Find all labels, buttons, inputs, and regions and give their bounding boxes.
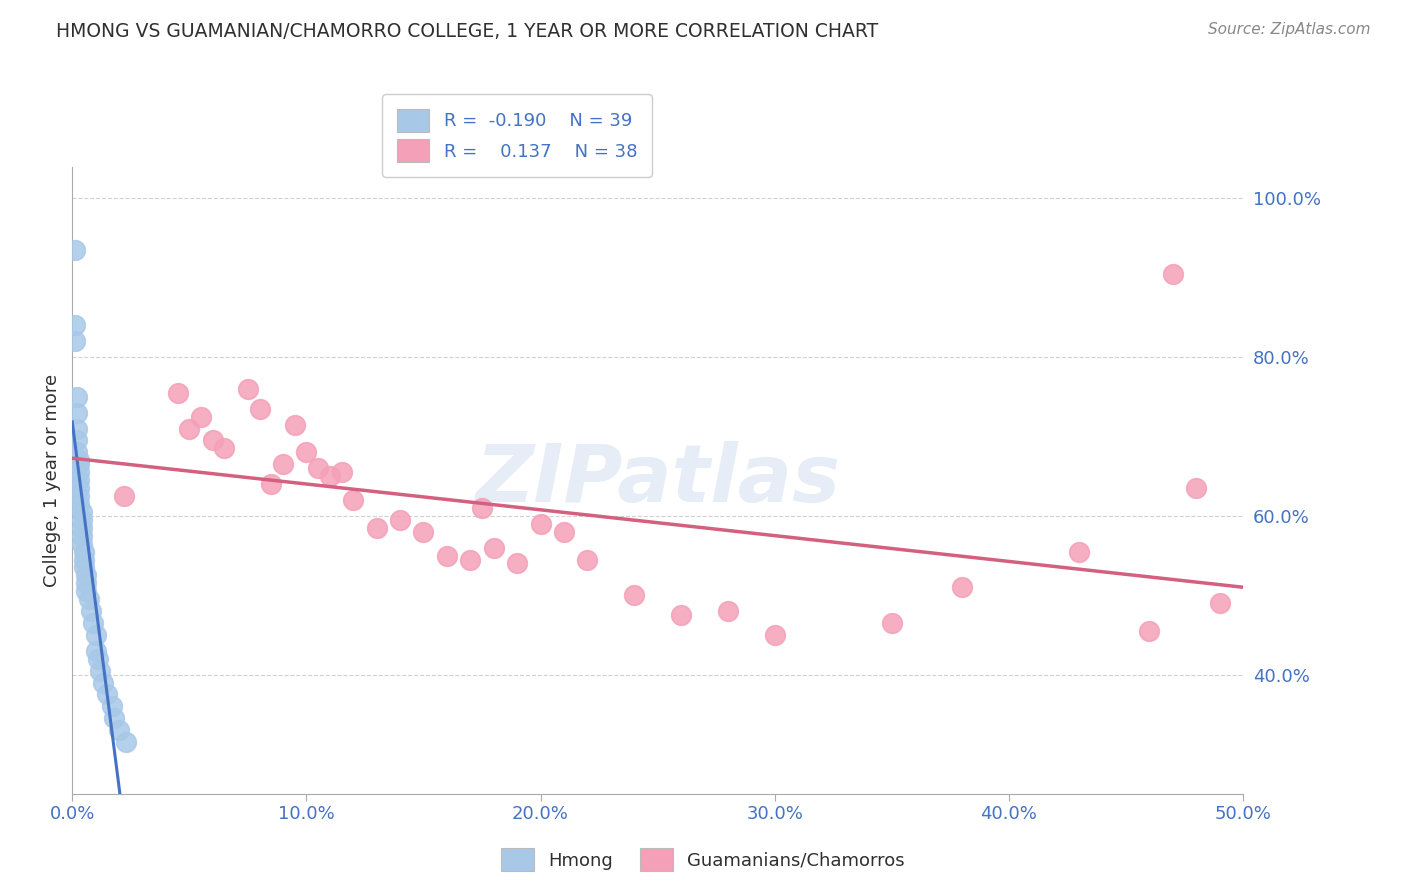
Point	[70, 505, 93, 519]
Point	[482, 541, 505, 555]
Point	[87, 651, 110, 665]
Point	[80, 604, 103, 618]
Point	[271, 457, 294, 471]
Point	[880, 615, 903, 630]
Point	[763, 628, 786, 642]
Point	[108, 723, 131, 738]
Point	[179, 421, 201, 435]
Legend: Hmong, Guamanians/Chamorros: Hmong, Guamanians/Chamorros	[494, 841, 912, 879]
Point	[66, 421, 89, 435]
Point	[73, 552, 96, 566]
Point	[63, 318, 86, 333]
Point	[1208, 596, 1230, 610]
Point	[63, 243, 86, 257]
Point	[70, 513, 93, 527]
Point	[89, 664, 111, 678]
Point	[295, 445, 318, 459]
Point	[307, 461, 329, 475]
Point	[67, 473, 90, 487]
Point	[101, 699, 124, 714]
Point	[553, 524, 575, 539]
Point	[436, 549, 458, 563]
Legend: R =  -0.190    N = 39, R =    0.137    N = 38: R = -0.190 N = 39, R = 0.137 N = 38	[382, 95, 652, 177]
Point	[284, 417, 307, 432]
Point	[63, 334, 86, 349]
Point	[190, 409, 212, 424]
Point	[201, 434, 224, 448]
Point	[96, 688, 118, 702]
Point	[67, 489, 90, 503]
Point	[330, 465, 353, 479]
Point	[91, 675, 114, 690]
Point	[471, 500, 494, 515]
Point	[529, 516, 551, 531]
Point	[506, 557, 529, 571]
Point	[458, 552, 481, 566]
Point	[236, 382, 259, 396]
Point	[669, 608, 692, 623]
Point	[166, 385, 188, 400]
Point	[70, 529, 93, 543]
Point	[67, 457, 90, 471]
Point	[319, 469, 342, 483]
Point	[70, 536, 93, 550]
Point	[66, 406, 89, 420]
Point	[66, 390, 89, 404]
Point	[67, 465, 90, 479]
Point	[1067, 544, 1090, 558]
Y-axis label: College, 1 year or more: College, 1 year or more	[44, 374, 60, 587]
Point	[1161, 267, 1184, 281]
Point	[412, 524, 434, 539]
Point	[82, 615, 104, 630]
Point	[67, 453, 90, 467]
Point	[717, 604, 740, 618]
Point	[389, 513, 412, 527]
Point	[366, 521, 388, 535]
Point	[623, 588, 645, 602]
Point	[67, 481, 90, 495]
Point	[576, 552, 599, 566]
Point	[1137, 624, 1160, 638]
Point	[249, 401, 271, 416]
Text: HMONG VS GUAMANIAN/CHAMORRO COLLEGE, 1 YEAR OR MORE CORRELATION CHART: HMONG VS GUAMANIAN/CHAMORRO COLLEGE, 1 Y…	[56, 22, 879, 41]
Point	[67, 497, 90, 511]
Point	[73, 560, 96, 574]
Point	[66, 445, 89, 459]
Point	[950, 580, 973, 594]
Point	[1185, 481, 1208, 495]
Point	[73, 544, 96, 558]
Point	[66, 434, 89, 448]
Point	[84, 628, 107, 642]
Point	[342, 493, 364, 508]
Point	[75, 568, 97, 582]
Point	[75, 576, 97, 591]
Point	[103, 711, 125, 725]
Point	[214, 442, 236, 456]
Text: Source: ZipAtlas.com: Source: ZipAtlas.com	[1208, 22, 1371, 37]
Point	[260, 477, 283, 491]
Point	[112, 489, 135, 503]
Point	[70, 521, 93, 535]
Point	[84, 644, 107, 658]
Point	[75, 584, 97, 599]
Point	[77, 592, 100, 607]
Point	[115, 735, 138, 749]
Text: ZIPatlas: ZIPatlas	[475, 442, 841, 519]
